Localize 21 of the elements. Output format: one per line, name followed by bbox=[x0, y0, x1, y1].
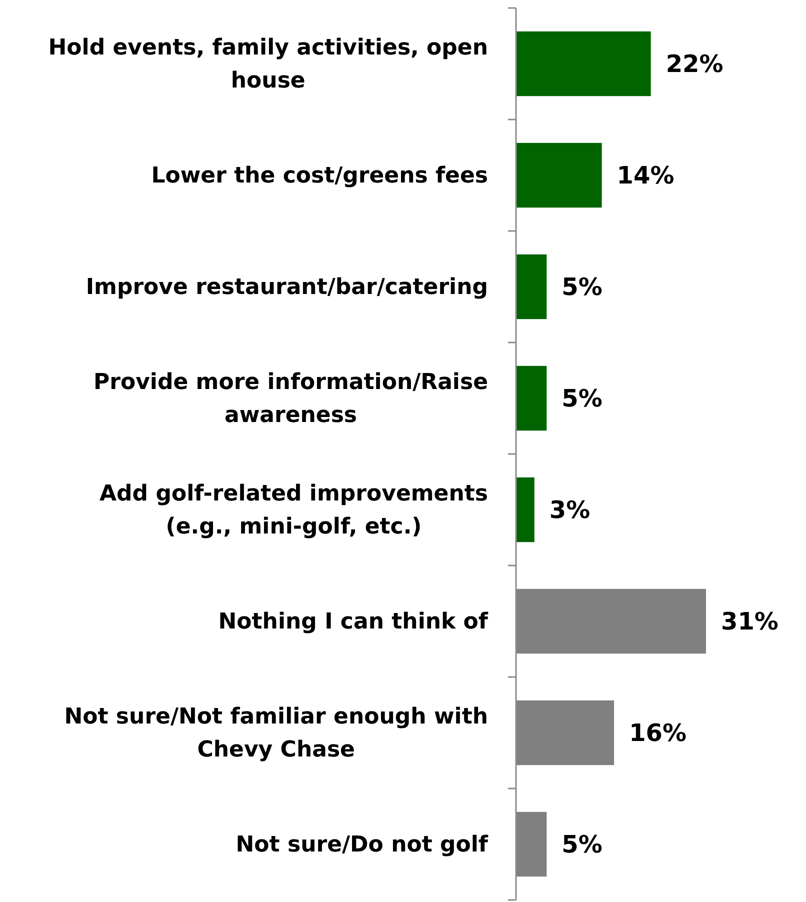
y-tick-label: Nothing I can think of bbox=[218, 608, 488, 634]
data-label: 31% bbox=[721, 607, 778, 636]
y-tick-label: Not sure/Not familiar enough with Chevy Chase bbox=[64, 704, 488, 762]
bar bbox=[516, 477, 534, 542]
data-label: 5% bbox=[562, 830, 602, 858]
data-label: 5% bbox=[562, 384, 602, 412]
y-tick-label: Provide more information/Raise awareness bbox=[94, 369, 488, 428]
data-label: 14% bbox=[616, 161, 674, 190]
y-tick-label: Improve restaurant/bar/catering bbox=[86, 274, 488, 300]
data-label: 16% bbox=[629, 718, 687, 747]
y-tick-label: Not sure/Do not golf bbox=[236, 832, 488, 857]
y-tick-label: Hold events, family activities, open house bbox=[48, 34, 488, 93]
bar bbox=[516, 142, 602, 208]
y-tick-label: Lower the cost/greens fees bbox=[151, 162, 488, 188]
data-label: 3% bbox=[549, 496, 590, 524]
bar bbox=[516, 31, 651, 96]
bar bbox=[516, 366, 547, 431]
y-tick-label: Add golf-related improvements (e.g., mini-golf, etc.) bbox=[100, 480, 488, 539]
bar bbox=[516, 254, 547, 320]
data-label: 22% bbox=[666, 50, 724, 78]
data-label: 5% bbox=[562, 272, 602, 301]
